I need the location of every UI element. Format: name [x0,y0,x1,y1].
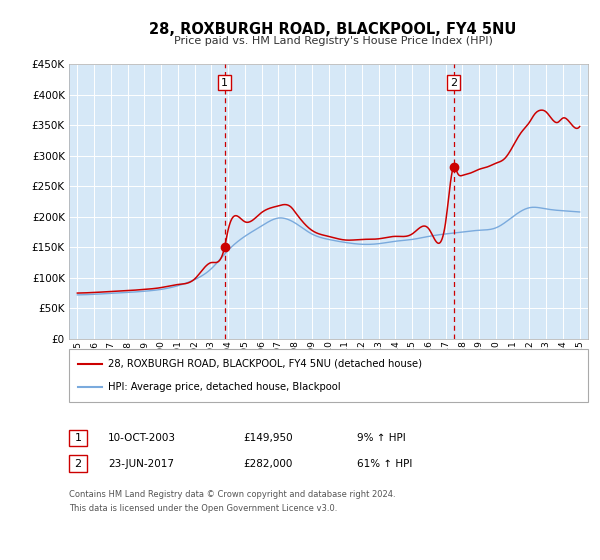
Text: HPI: Average price, detached house, Blackpool: HPI: Average price, detached house, Blac… [108,382,341,392]
Text: £282,000: £282,000 [243,459,292,469]
Text: 28, ROXBURGH ROAD, BLACKPOOL, FY4 5NU: 28, ROXBURGH ROAD, BLACKPOOL, FY4 5NU [149,22,517,38]
Text: £149,950: £149,950 [243,433,293,443]
Text: 61% ↑ HPI: 61% ↑ HPI [357,459,412,469]
Text: This data is licensed under the Open Government Licence v3.0.: This data is licensed under the Open Gov… [69,504,337,513]
Text: 9% ↑ HPI: 9% ↑ HPI [357,433,406,443]
Text: 2: 2 [450,78,457,88]
Text: Contains HM Land Registry data © Crown copyright and database right 2024.: Contains HM Land Registry data © Crown c… [69,490,395,499]
Text: 1: 1 [221,78,228,88]
Text: 23-JUN-2017: 23-JUN-2017 [108,459,174,469]
Text: 28, ROXBURGH ROAD, BLACKPOOL, FY4 5NU (detached house): 28, ROXBURGH ROAD, BLACKPOOL, FY4 5NU (d… [108,359,422,369]
Text: 10-OCT-2003: 10-OCT-2003 [108,433,176,443]
Text: Price paid vs. HM Land Registry's House Price Index (HPI): Price paid vs. HM Land Registry's House … [173,36,493,46]
Text: 1: 1 [74,433,82,443]
Text: 2: 2 [74,459,82,469]
